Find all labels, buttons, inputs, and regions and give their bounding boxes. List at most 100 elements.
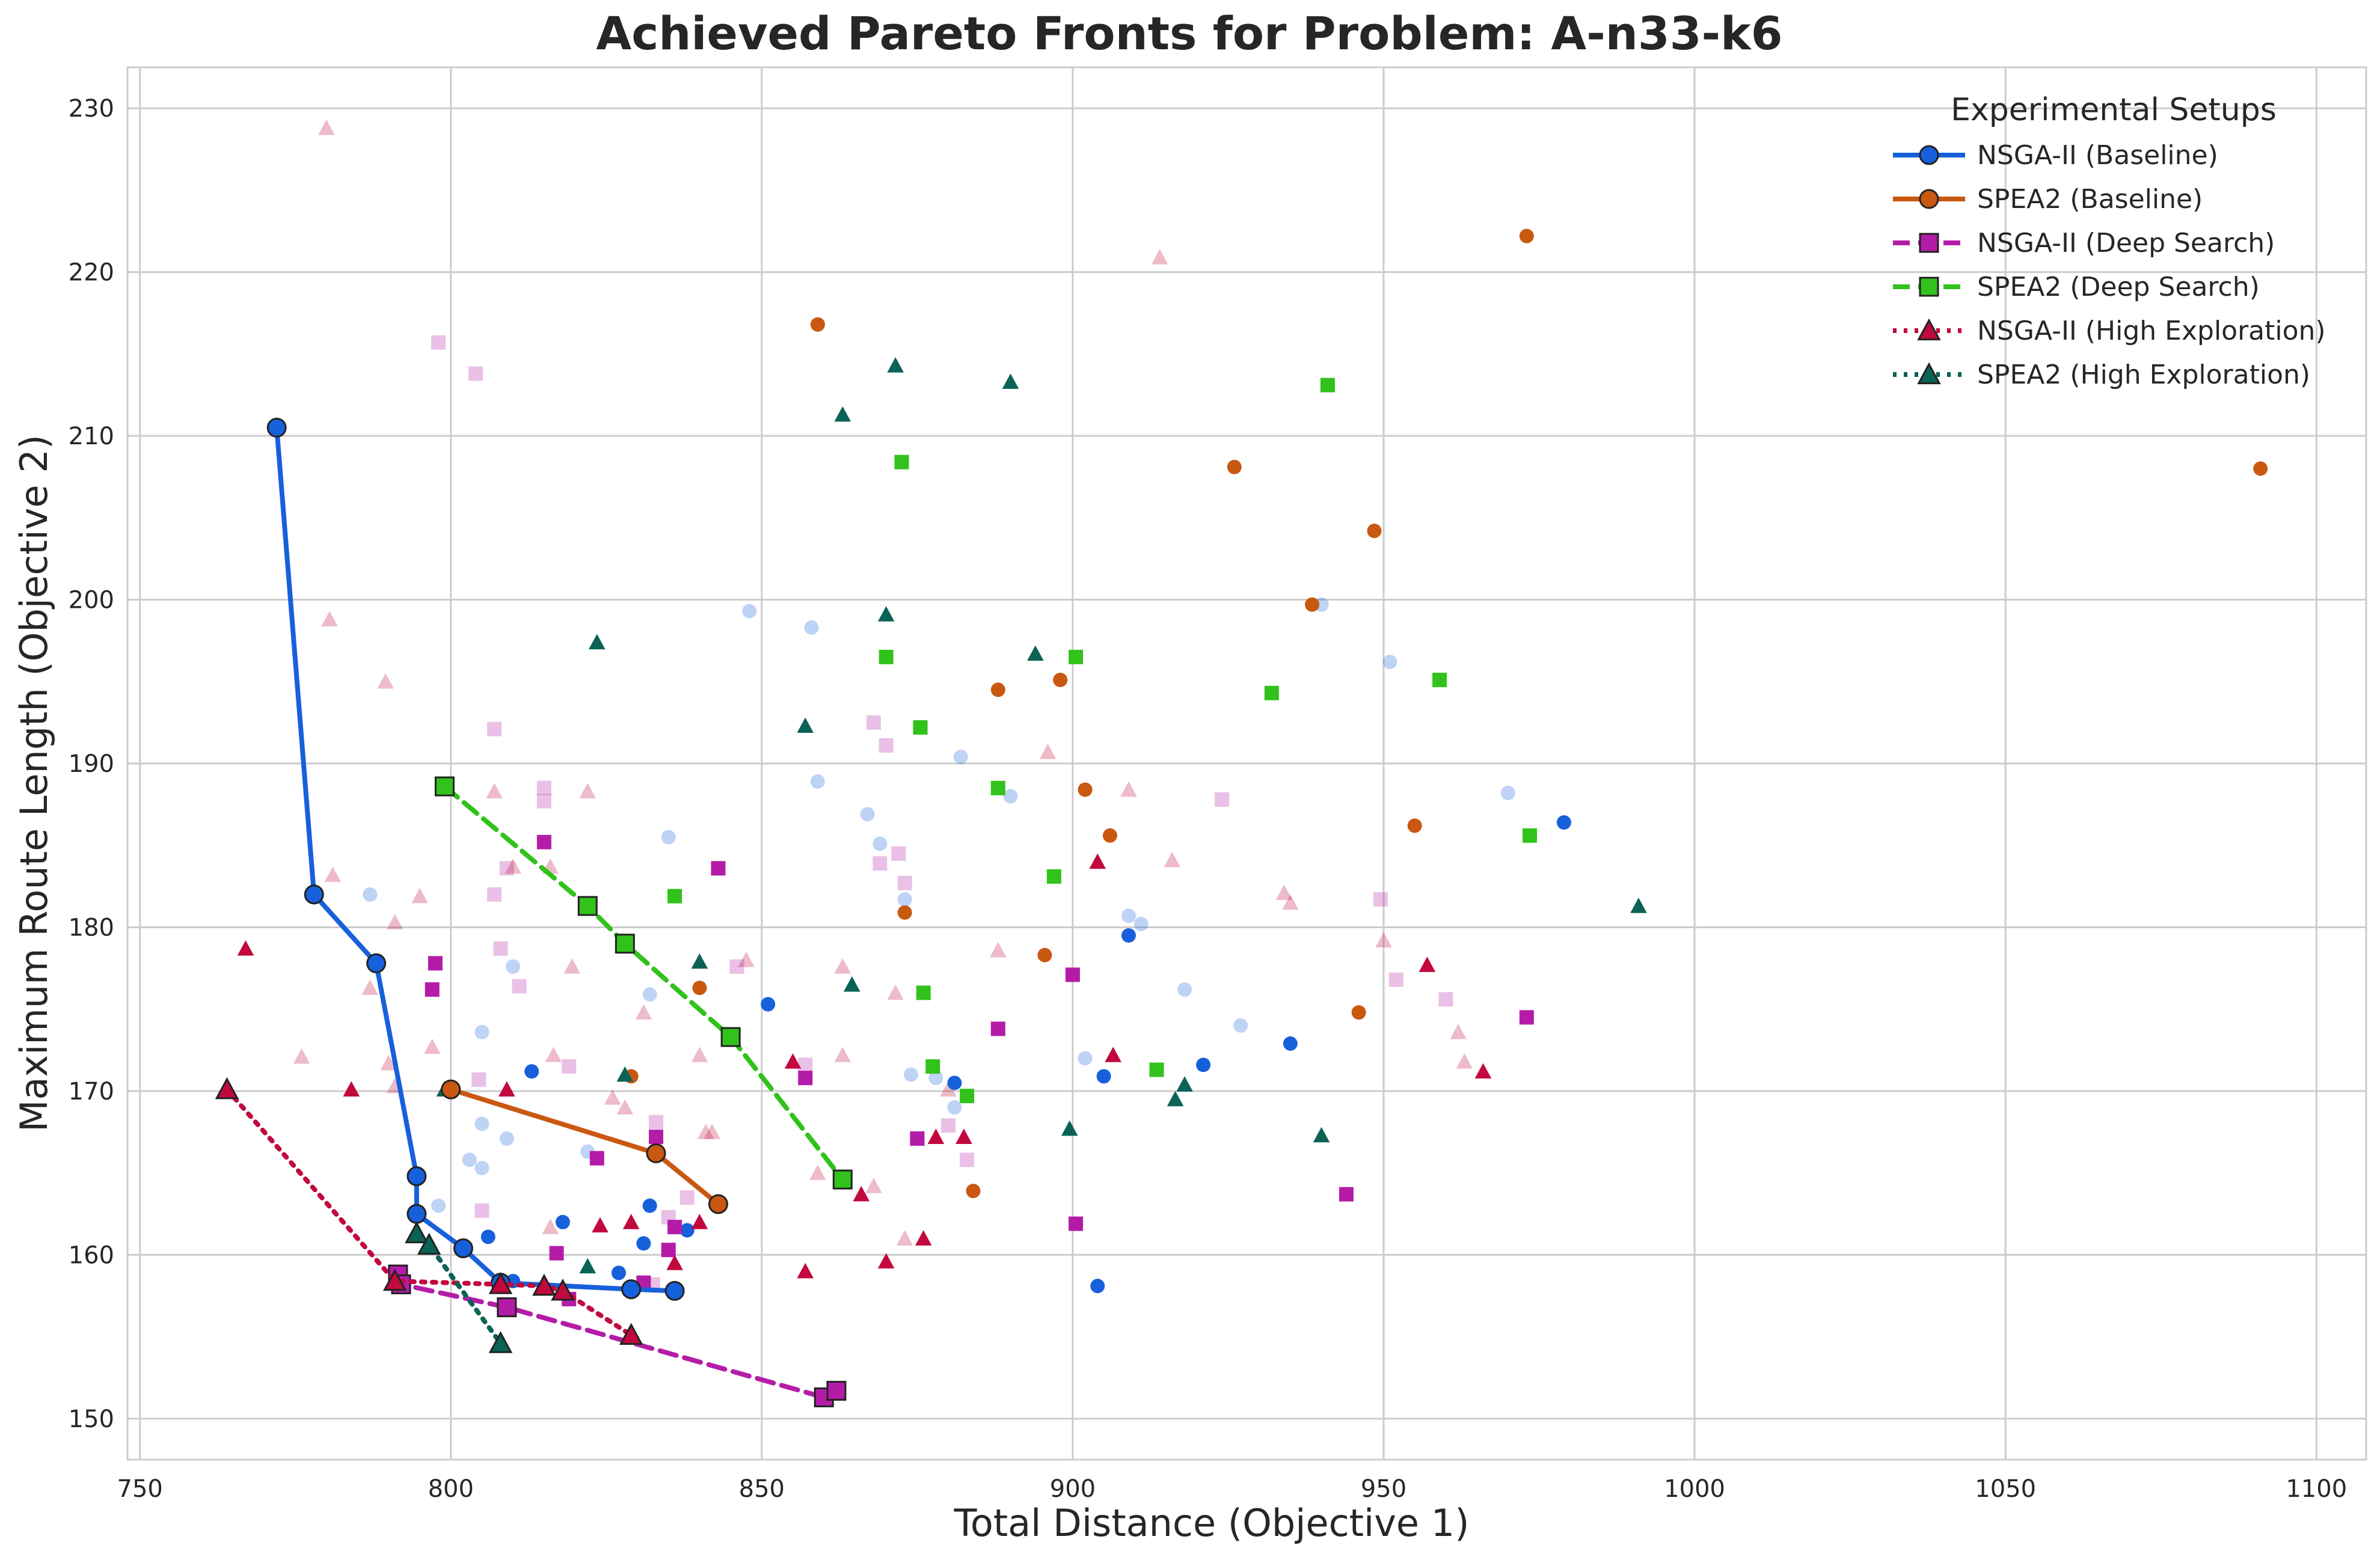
data-point bbox=[877, 1253, 895, 1269]
faint-point bbox=[729, 959, 744, 974]
data-point bbox=[1196, 1057, 1211, 1072]
faint-point bbox=[1438, 992, 1453, 1007]
front-point bbox=[532, 1273, 556, 1296]
faint-point bbox=[499, 861, 514, 876]
data-point bbox=[622, 1214, 640, 1229]
faint-point bbox=[738, 952, 755, 967]
front-point bbox=[406, 1204, 427, 1224]
faint-point bbox=[1388, 972, 1403, 987]
data-point bbox=[1061, 1120, 1078, 1136]
plot-area: 750 800 850 900 950 1000 1050 1100 150 160 170 180 1… bbox=[69, 66, 2367, 1503]
data-point bbox=[1283, 1036, 1298, 1051]
front-line bbox=[224, 1087, 634, 1338]
data-point bbox=[1320, 378, 1335, 393]
front-point bbox=[434, 776, 455, 797]
data-point bbox=[661, 1243, 676, 1258]
pareto-front bbox=[266, 417, 685, 1301]
faint-point bbox=[649, 1115, 664, 1130]
front-point bbox=[405, 1221, 429, 1244]
faint-point bbox=[941, 1118, 956, 1133]
data-point bbox=[711, 861, 726, 876]
data-point bbox=[853, 1185, 870, 1202]
front-point bbox=[619, 1323, 643, 1345]
front-point bbox=[382, 1268, 407, 1291]
legend-label: SPEA2 (High Exploration) bbox=[1977, 359, 2310, 390]
y-tick-label: 180 bbox=[69, 914, 114, 941]
faint-point bbox=[361, 979, 379, 996]
data-point bbox=[2253, 461, 2268, 476]
data-point bbox=[237, 940, 254, 956]
data-point bbox=[913, 720, 928, 735]
faint-point bbox=[474, 1161, 489, 1176]
front-point bbox=[488, 1272, 513, 1294]
front-point bbox=[417, 1232, 441, 1255]
faint-point bbox=[704, 1124, 720, 1139]
data-point bbox=[579, 1258, 597, 1274]
faint-point bbox=[798, 1057, 813, 1072]
data-point bbox=[1351, 1005, 1366, 1020]
faint-point bbox=[1164, 851, 1181, 867]
series-points bbox=[436, 357, 1647, 1274]
faint-point bbox=[542, 1219, 559, 1234]
data-point bbox=[1523, 828, 1538, 843]
faint-point bbox=[679, 1190, 695, 1205]
y-tick-label: 200 bbox=[69, 587, 114, 614]
data-point bbox=[1167, 1090, 1184, 1107]
data-point bbox=[642, 1198, 657, 1213]
legend-item: SPEA2 (High Exploration) bbox=[1893, 359, 2310, 390]
data-point bbox=[925, 1059, 940, 1074]
data-point bbox=[990, 1021, 1005, 1036]
faint-point bbox=[866, 715, 881, 730]
faint-point bbox=[563, 958, 581, 974]
faint-point bbox=[324, 866, 342, 882]
y-tick-label: 230 bbox=[69, 95, 114, 123]
y-tick-label: 170 bbox=[69, 1078, 114, 1106]
faint-point bbox=[616, 1099, 634, 1115]
faint-point bbox=[1078, 1051, 1093, 1066]
data-point bbox=[915, 1230, 932, 1246]
faint-point bbox=[1282, 894, 1299, 910]
faint-point bbox=[897, 875, 912, 890]
faint-point bbox=[499, 1131, 514, 1146]
faint-point bbox=[377, 673, 394, 689]
x-tick-label: 950 bbox=[1361, 1475, 1406, 1503]
x-tick-label: 1050 bbox=[1975, 1475, 2036, 1503]
legend-marker bbox=[1919, 145, 1939, 165]
data-point bbox=[784, 1053, 802, 1069]
x-tick-label: 1100 bbox=[2286, 1475, 2347, 1503]
pareto-front bbox=[441, 1079, 728, 1214]
data-point bbox=[649, 1130, 664, 1145]
data-point bbox=[1630, 898, 1647, 913]
faint-point bbox=[697, 1124, 714, 1139]
faint-point bbox=[1500, 786, 1515, 801]
faint-point bbox=[990, 941, 1007, 958]
data-point bbox=[1069, 649, 1084, 664]
faint-point bbox=[462, 1152, 477, 1167]
data-point bbox=[1556, 815, 1571, 830]
y-tick-label: 220 bbox=[69, 259, 114, 287]
data-point bbox=[955, 1128, 972, 1144]
faint-point bbox=[411, 887, 428, 904]
data-point bbox=[834, 406, 851, 422]
faint-point bbox=[809, 1164, 826, 1180]
pareto-front bbox=[434, 776, 853, 1190]
legend-item: SPEA2 (Deep Search) bbox=[1893, 272, 2260, 302]
front-point bbox=[708, 1194, 728, 1214]
data-point bbox=[877, 606, 895, 622]
plot-frame bbox=[126, 66, 2367, 1461]
data-point bbox=[1121, 928, 1136, 943]
data-point bbox=[1227, 459, 1242, 474]
data-point bbox=[692, 980, 707, 996]
data-point bbox=[1149, 1062, 1164, 1077]
faint-point bbox=[1233, 1018, 1248, 1033]
faint-point bbox=[834, 1047, 851, 1062]
series-points bbox=[667, 378, 1538, 1104]
faint-point bbox=[293, 1048, 310, 1064]
legend-marker bbox=[1919, 189, 1939, 209]
data-point bbox=[910, 1131, 925, 1146]
x-axis-label: Total Distance (Objective 1) bbox=[954, 1501, 1470, 1545]
front-point bbox=[664, 1280, 685, 1301]
faint-point bbox=[579, 783, 597, 799]
front-point bbox=[441, 1079, 461, 1100]
data-point bbox=[1065, 967, 1080, 982]
